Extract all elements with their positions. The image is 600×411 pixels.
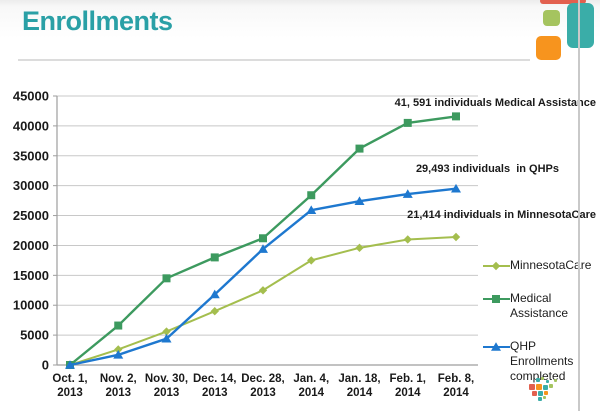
y-tick-label: 10000 xyxy=(13,298,49,313)
logo-pixel xyxy=(544,391,548,395)
x-tick-label: Dec. 28, 2013 xyxy=(241,373,284,399)
series-marker-diamond xyxy=(258,286,268,295)
series-marker-square xyxy=(403,118,412,127)
series-marker-triangle xyxy=(451,183,461,193)
series-marker-diamond xyxy=(162,327,171,336)
medical-assistance-legend-marker-icon xyxy=(483,295,510,303)
series-marker-triangle xyxy=(258,244,268,253)
series-marker-diamond xyxy=(355,243,364,253)
y-tick-label: 30000 xyxy=(13,178,49,193)
logo-pixel xyxy=(554,379,557,382)
legend-item-minnesotacare: MinnesotaCare xyxy=(483,258,600,273)
series-marker-square xyxy=(259,234,267,243)
accent-teal-rect xyxy=(567,3,594,48)
y-tick-label: 35000 xyxy=(13,148,49,163)
x-tick-label: Oct. 1, 2013 xyxy=(52,373,87,399)
series-marker-triangle xyxy=(65,360,75,369)
legend-label: Medical Assistance xyxy=(510,291,569,320)
annotation-qhp: 29,493 individuals in QHPs xyxy=(415,163,559,175)
logo-pixel xyxy=(536,384,542,390)
annotation-medical-assistance: 41, 591 individuals Medical Assistance xyxy=(394,97,596,109)
legend-item-qhp: QHP Enrollments completed xyxy=(483,339,600,384)
y-tick-label: 15000 xyxy=(13,268,49,283)
series-marker-triangle xyxy=(161,333,172,343)
y-tick-label: 25000 xyxy=(13,208,49,223)
logo-pixel xyxy=(532,391,537,396)
series-marker-square xyxy=(307,191,316,200)
series-marker-diamond xyxy=(403,235,412,244)
x-tick-label: Nov. 30, 2013 xyxy=(145,373,188,399)
y-tick-label: 5000 xyxy=(20,328,49,343)
series-marker-triangle xyxy=(306,205,317,214)
series-marker-triangle xyxy=(209,289,220,299)
x-tick-label: Nov. 2, 2013 xyxy=(100,373,137,399)
x-tick-label: Jan. 18, 2014 xyxy=(338,373,380,399)
x-tick-label: Jan. 4, 2014 xyxy=(293,373,329,399)
logo-pixel xyxy=(549,384,553,388)
logo-pixel xyxy=(541,377,544,380)
y-tick-label: 20000 xyxy=(13,238,49,253)
series-marker-square xyxy=(114,321,123,330)
y-tick-label: 0 xyxy=(42,358,49,373)
x-tick-label: Feb. 8, 2014 xyxy=(438,373,474,399)
series-marker-square xyxy=(210,253,219,262)
minnesotacare-legend-marker-icon xyxy=(483,261,510,271)
logo-pixel xyxy=(538,397,542,401)
logo-pixel xyxy=(543,396,546,399)
qhp-legend-marker-icon xyxy=(483,342,510,351)
logo-pixel xyxy=(543,385,548,390)
accent-orange-square xyxy=(536,36,561,60)
legend-label: QHP Enrollments completed xyxy=(510,339,574,383)
x-tick-label: Dec. 14, 2013 xyxy=(193,373,236,399)
series-marker-triangle xyxy=(402,189,413,198)
series-marker-diamond xyxy=(307,256,316,265)
slide-right-border xyxy=(578,0,580,411)
series-marker-square xyxy=(355,144,364,153)
series-marker-square xyxy=(452,112,460,121)
accent-green-square xyxy=(543,10,560,26)
series-marker-square xyxy=(162,274,171,283)
logo-pixel xyxy=(546,380,549,383)
chart-legend: MinnesotaCare Medical Assistance QHP Enr… xyxy=(483,258,600,384)
slide-title: Enrollments xyxy=(22,6,173,36)
series-marker-diamond xyxy=(451,232,461,242)
series-marker-triangle xyxy=(354,196,365,206)
series-marker-diamond xyxy=(114,345,123,354)
title-divider xyxy=(18,59,530,61)
mnsure-logo-icon xyxy=(527,377,569,411)
series-marker-diamond xyxy=(210,307,219,316)
logo-pixel xyxy=(538,391,543,396)
x-tick-label: Feb. 1, 2014 xyxy=(390,373,426,399)
accent-red-bar xyxy=(540,0,586,4)
y-tick-label: 40000 xyxy=(13,118,49,133)
legend-item-medical-assistance: Medical Assistance xyxy=(483,291,600,321)
annotation-minnesotacare: 21,414 individuals in MinnesotaCare xyxy=(407,209,596,221)
y-tick-label: 45000 xyxy=(13,89,49,104)
series-marker-triangle xyxy=(113,350,124,359)
logo-pixel xyxy=(529,384,535,390)
legend-label: MinnesotaCare xyxy=(510,258,592,272)
series-line-minnesotacare xyxy=(69,235,457,366)
logo-pixel xyxy=(536,378,540,382)
